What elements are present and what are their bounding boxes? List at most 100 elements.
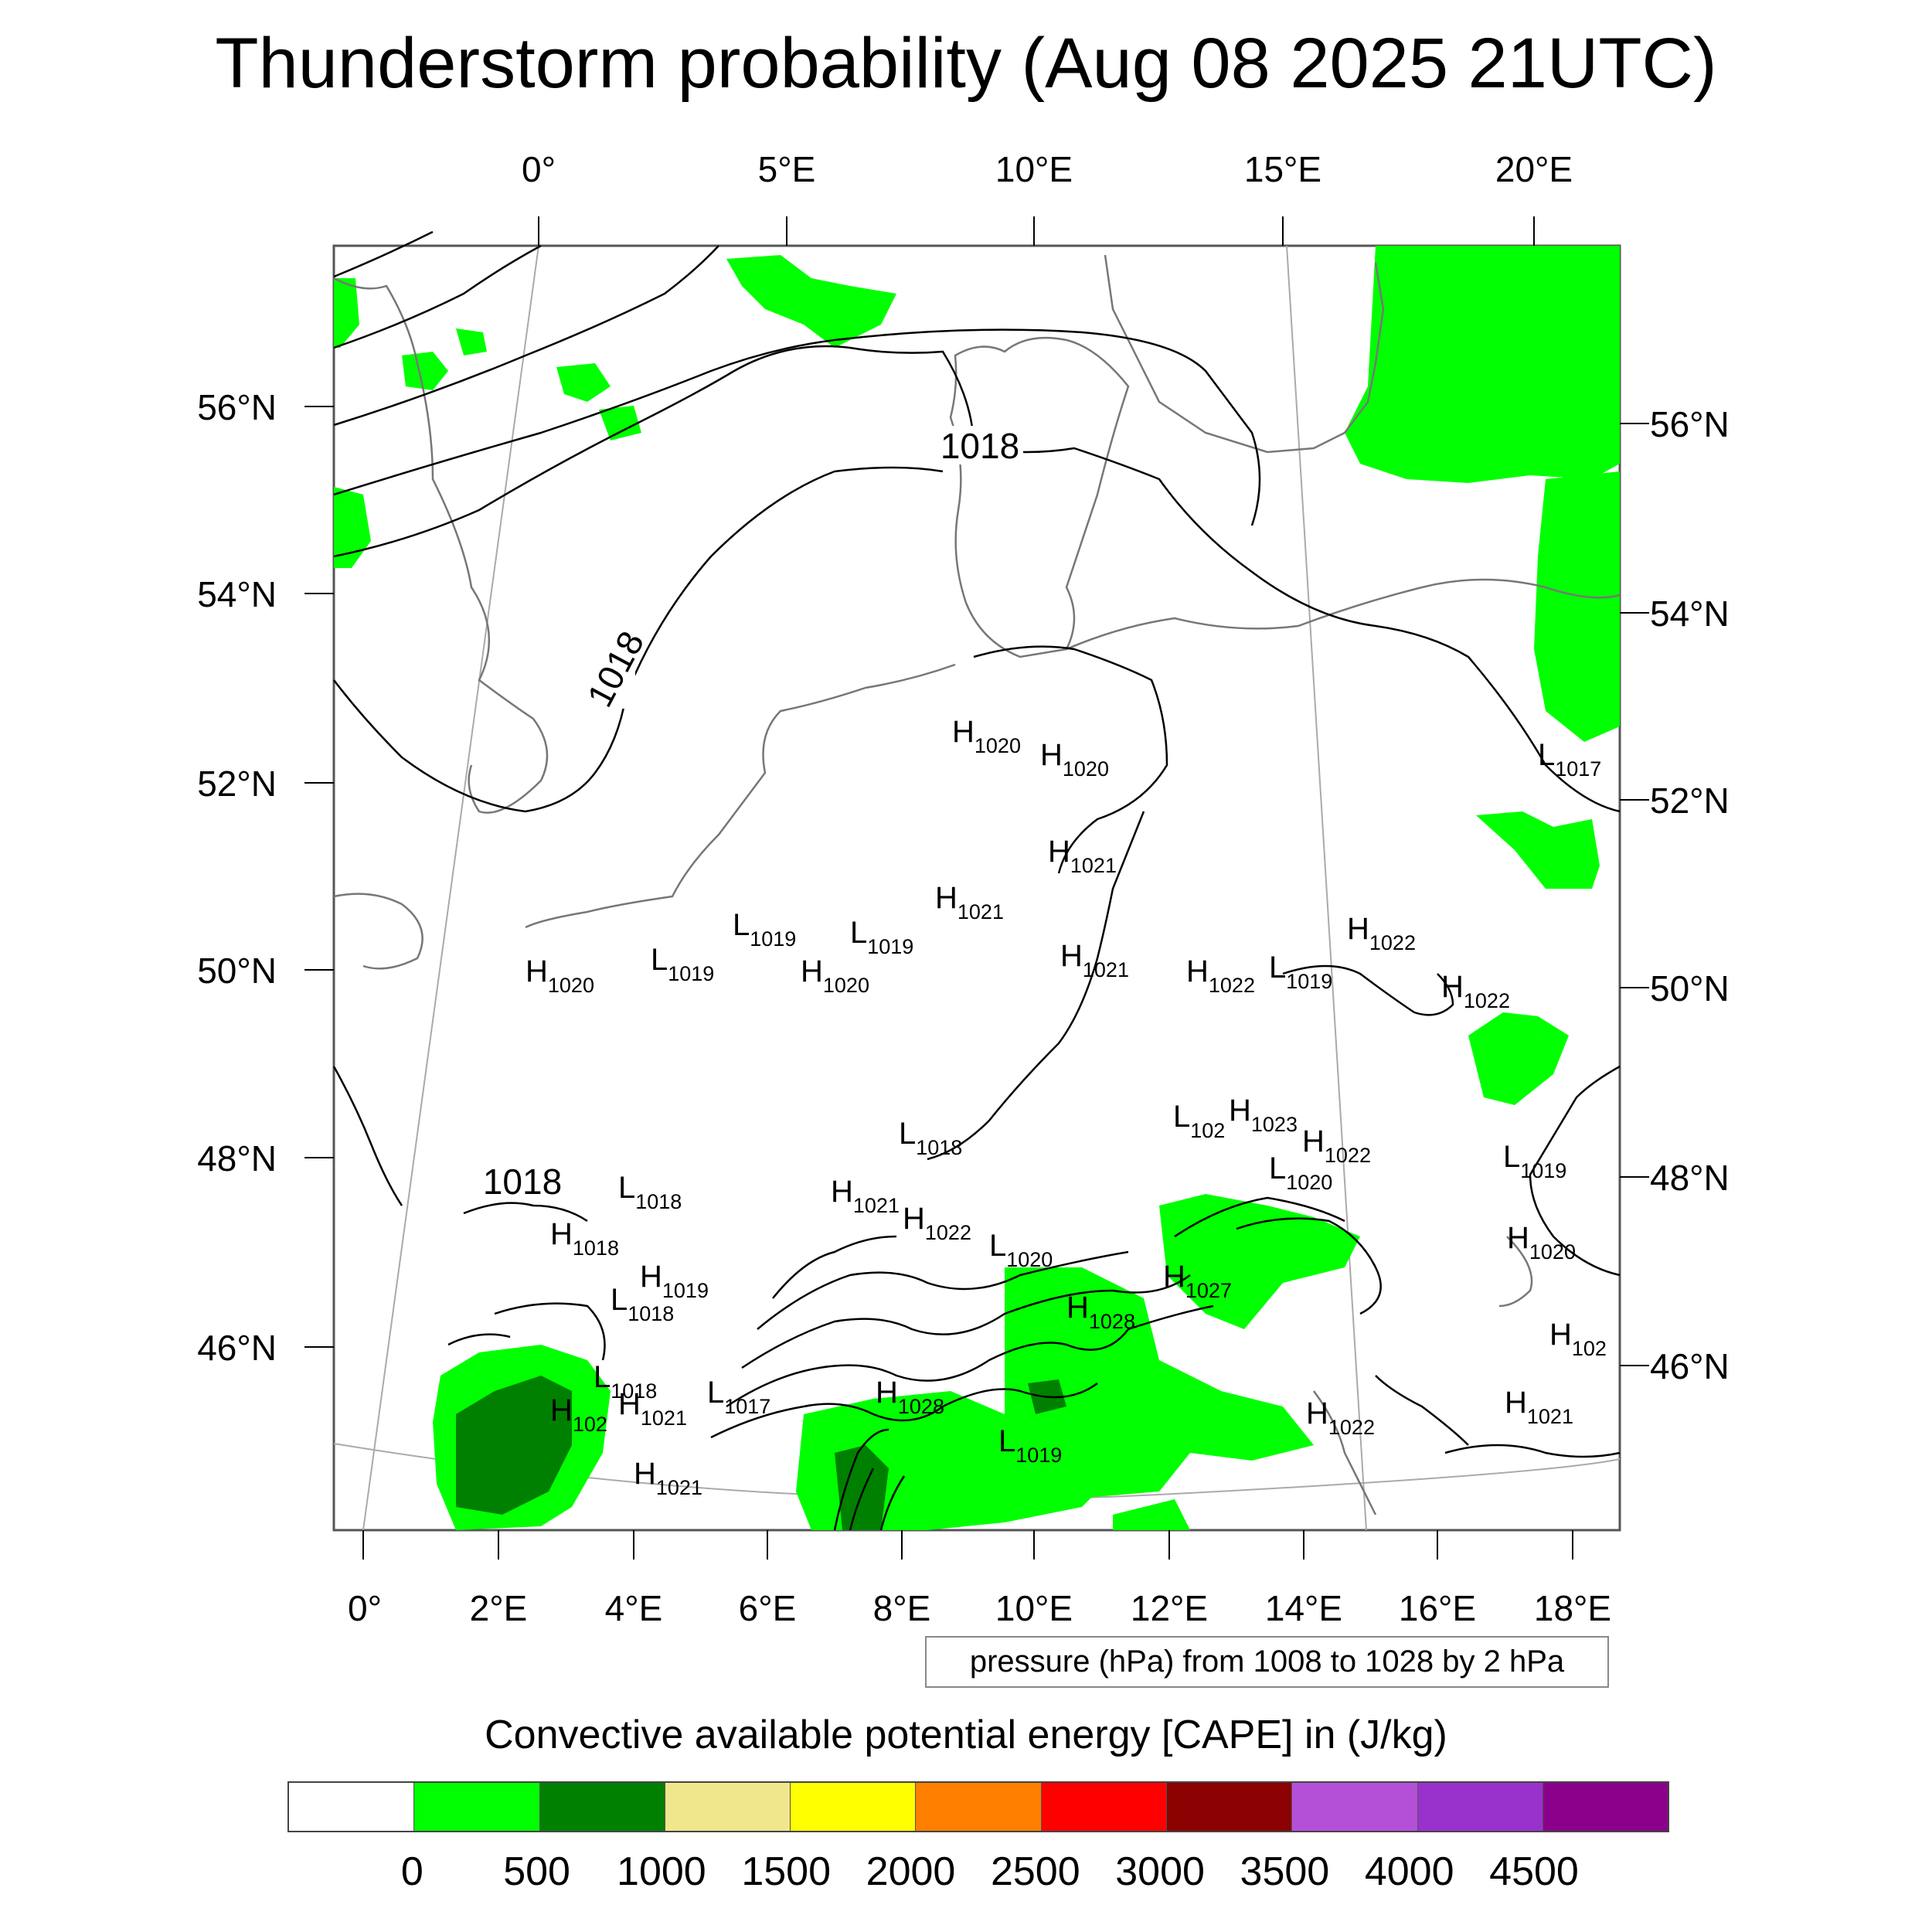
high-pressure-marker: H1022 [1306,1396,1375,1439]
high-pressure-marker: H1021 [831,1175,900,1217]
lat-label: 56°N [1650,404,1730,444]
colorbar-swatch [413,1783,539,1831]
high-pressure-marker: H1022 [1186,954,1255,997]
top-ticks [538,216,1535,246]
low-pressure-marker: L1018 [618,1171,682,1213]
isobars [332,230,1621,1531]
lat-label: 54°N [197,574,277,614]
colorbar-swatch [1417,1783,1543,1831]
low-pressure-marker: L1019 [651,943,714,985]
high-pressure-marker: H1021 [935,881,1004,923]
high-pressure-marker: H1028 [1066,1291,1135,1333]
low-pressure-marker: L1017 [707,1376,770,1418]
lat-label: 50°N [1650,968,1730,1009]
cape-shading [334,246,1620,1530]
left-latitude-labels: 56°N 54°N 52°N 50°N 48°N 46°N [197,387,277,1368]
high-pressure-marker: H1020 [952,715,1021,757]
lon-label: 15°E [1244,149,1321,189]
lat-label: 46°N [1650,1346,1730,1386]
bottom-ticks [362,1530,1573,1560]
high-pressure-marker: H1021 [1505,1386,1573,1428]
lat-label: 46°N [197,1328,277,1368]
lat-label: 52°N [197,764,277,804]
low-pressure-marker: L1018 [899,1117,962,1159]
high-pressure-marker: H1027 [1163,1260,1232,1302]
low-pressure-marker: L1018 [594,1360,657,1403]
low-pressure-marker: L1019 [1503,1140,1566,1182]
colorbar-label: 2500 [990,1849,1080,1894]
lon-label: 6°E [739,1588,797,1628]
colorbar-swatch [289,1783,414,1831]
high-pressure-marker: H1021 [1048,835,1117,877]
top-longitude-labels: 0° 5°E 10°E 15°E 20°E [522,149,1573,189]
low-pressure-marker: L1019 [733,908,796,951]
colorbar-label: 3000 [1115,1849,1205,1894]
high-pressure-marker: H1020 [1040,738,1109,781]
lon-label: 10°E [995,1588,1073,1628]
high-pressure-marker: H1021 [618,1387,687,1430]
colorbar-swatch [1291,1783,1417,1831]
low-pressure-marker: L1019 [1269,951,1332,993]
right-latitude-labels: 56°N 54°N 52°N 50°N 48°N 46°N [1650,404,1730,1386]
lat-label: 48°N [197,1138,277,1179]
colorbar-swatch [664,1783,791,1831]
high-pressure-marker: H1021 [634,1457,702,1499]
high-pressure-marker: H102 [550,1393,607,1436]
high-pressure-marker: H1022 [1302,1124,1371,1167]
low-pressure-marker: L102 [1173,1100,1225,1142]
lon-label: 2°E [470,1588,528,1628]
colorbar-label: 4500 [1489,1849,1579,1894]
colorbar-swatch [1040,1783,1167,1831]
lon-label: 14°E [1265,1588,1342,1628]
right-ticks [1620,423,1649,1366]
lon-label: 16°E [1399,1588,1476,1628]
high-pressure-marker: H1022 [1347,912,1416,954]
left-ticks [304,406,334,1348]
colorbar-swatch [790,1783,916,1831]
colorbar-label: 500 [503,1849,570,1894]
isobar-label: 1018 [483,1162,562,1202]
low-pressure-marker: L1017 [1538,738,1601,781]
colorbar-label: 1500 [741,1849,832,1894]
lat-label: 48°N [1650,1158,1730,1198]
colorbar-swatch [1166,1783,1292,1831]
high-pressure-marker: H1020 [1507,1221,1576,1264]
high-pressure-marker: H1023 [1229,1094,1298,1136]
lon-label: 5°E [758,149,816,189]
lat-label: 50°N [197,951,277,991]
colorbar-swatch [539,1783,665,1831]
lon-label: 12°E [1131,1588,1208,1628]
lat-label: 56°N [197,387,277,427]
isobar-label: 1018 [940,426,1019,466]
lon-label: 0° [348,1588,382,1628]
lon-label: 18°E [1534,1588,1611,1628]
lon-label: 20°E [1495,149,1573,189]
cape-shading-dark [456,1376,1066,1530]
low-pressure-marker: L1019 [850,916,913,958]
colorbar-labels: 0 500 1000 1500 2000 2500 3000 3500 4000 4500 [0,1849,1932,1895]
colorbar-label: 4000 [1364,1849,1454,1894]
colorbar-label: 2000 [866,1849,956,1894]
colorbar-label: 0 [400,1849,423,1894]
colorbar-swatch [915,1783,1041,1831]
low-pressure-marker: L1019 [998,1424,1062,1467]
lon-label: 10°E [995,149,1073,189]
lat-label: 52°N [1650,781,1730,821]
lon-label: 4°E [605,1588,663,1628]
colorbar-label: 1000 [617,1849,706,1894]
high-pressure-marker: H1018 [550,1217,619,1260]
legend-title: Convective available potential energy [C… [485,1713,1447,1757]
low-pressure-marker: L1018 [611,1283,674,1325]
low-pressure-marker: L1020 [989,1229,1053,1271]
high-pressure-marker: H1022 [903,1202,971,1244]
lon-label: 0° [522,149,556,189]
pressure-system-markers: H1020 H1020 L1017H1021H1021L1019L1019L1019… [526,715,1607,1499]
pressure-contour-note: pressure (hPa) from 1008 to 1028 by 2 hP… [925,1636,1609,1688]
coastlines [333,254,1621,1515]
lon-label: 8°E [873,1588,931,1628]
low-pressure-marker: L1020 [1269,1151,1332,1194]
bottom-longitude-labels: 0° 2°E 4°E 6°E 8°E 10°E 12°E 14°E 16°E 1… [348,1588,1611,1628]
high-pressure-marker: H1028 [876,1376,944,1418]
high-pressure-marker: H1022 [1441,970,1510,1012]
